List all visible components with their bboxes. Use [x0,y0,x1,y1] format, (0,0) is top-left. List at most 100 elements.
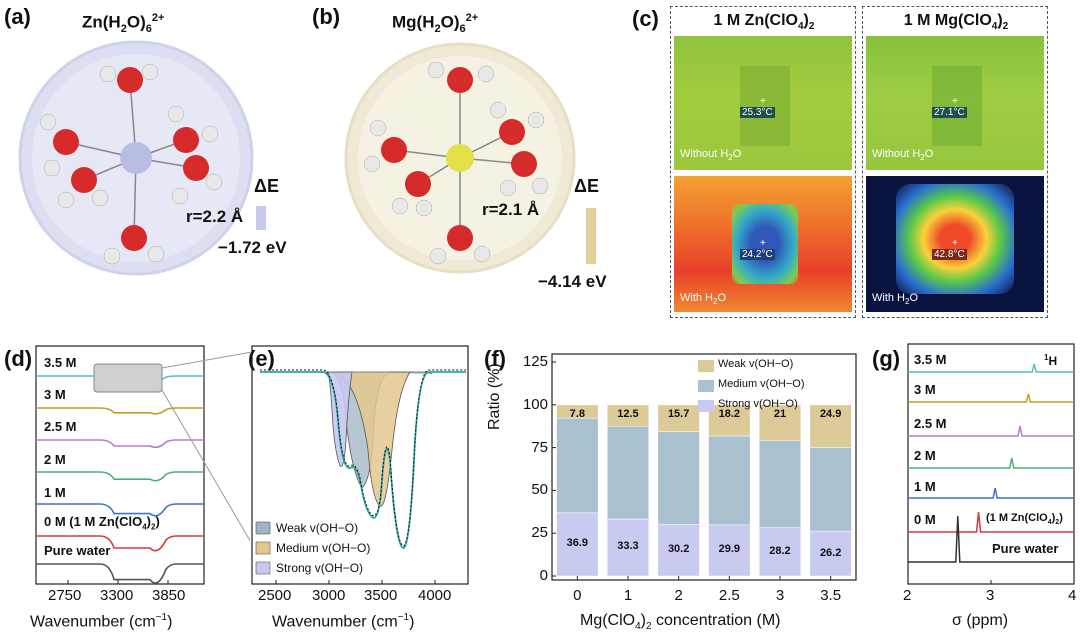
legend-medium: Medium v(OH−O) [276,541,371,555]
bar-segment [708,435,751,526]
curve-label-1m: 1 M [44,485,66,500]
zn-with-label: With H2O [680,292,727,307]
legend-weak: Weak v(OH−O) [276,521,359,535]
bar-segment [809,530,852,577]
ftir-curve [36,535,204,552]
nmr-spectrum [908,425,1074,437]
strong-value-label: 26.2 [819,546,842,559]
zn-dry-temp: 25.3°C [740,107,775,118]
strong-value-label: 28.2 [769,544,791,557]
mg-wet-temp: 42.8°C [932,249,967,260]
bar-segment [606,425,650,520]
ftir-curve [36,563,204,584]
legend-swatch-weak [255,521,271,535]
panel-b-delta-label: ΔE [574,176,599,196]
g-label-0m: 0 M [914,512,936,527]
panel-e-xlabel: Wavenumber (cm−1) [272,612,415,631]
panel-b-label: (b) [312,4,341,29]
x-tick-label: 1 [623,587,633,604]
nmr-spectrum [908,363,1074,373]
mg-thermal-frame [862,6,1048,318]
bar-segment [809,447,852,532]
bar-segment [606,404,650,427]
curve-label-3m: 3 M [44,387,66,402]
f-legend-strong: Strong v(OH−O) [718,398,798,410]
panel-a-radius: r=2.2 Å [186,207,244,226]
ftir-curve [36,407,204,415]
zoom-guide-line [161,351,250,369]
ftir-curve [36,503,204,517]
panel-e-deconvolution-plot [251,345,469,585]
panel-f-label: (f) [484,346,506,371]
bar-segment [657,404,700,432]
curve-label-3.5m: 3.5 M [44,355,77,370]
f-legend-weak: Weak v(OH−O) [718,358,794,370]
bar-segment [556,417,599,514]
panel-g-xlabel: σ (ppm) [952,612,1009,629]
nmr-spectrum [908,487,1074,499]
mg-hexahydrate-molecule [344,42,596,274]
curve-label-2.5m: 2.5 M [44,419,77,434]
measured-spectrum-curve [260,369,466,547]
bar-segment [708,404,751,437]
panel-b-delta-value: −4.14 eV [538,272,607,291]
panel-g-xtick: 4 [1068,587,1077,604]
x-tick-label: 2 [674,587,683,604]
mg-thermal-wet [866,176,1044,312]
legend-strong: Strong v(OH−O) [276,561,364,575]
nucleus-label: 1H [1044,353,1058,368]
y-tick-label: 50 [531,481,548,499]
bar-segment [758,404,802,442]
mg-with-label: With H2O [872,292,919,307]
y-tick-label: 100 [522,395,548,413]
zoom-guide-line [161,389,250,542]
curve-label-2m: 2 M [44,452,66,467]
y-tick-label: 125 [522,353,548,370]
legend-swatch-medium [698,380,714,392]
g-label-2m: 2 M [914,448,936,463]
bar-segment [657,431,700,525]
bar-segment [809,404,852,448]
g-label-3m: 3 M [914,382,936,397]
zn-delta-e-bar [256,206,266,230]
zn-thermal-wet [674,176,852,312]
g-zero-annotation: (1 M Zn(ClO4)2) [986,512,1063,527]
zn-column-title: 1 M Zn(ClO4)2 [713,12,815,33]
x-tick-label: 0 [573,587,582,604]
g-label-2.5m: 2.5 M [914,416,947,431]
nmr-spectrum [908,457,1074,469]
panel-f-bar-chart [551,353,857,581]
weak-value-label: 7.8 [569,407,585,420]
nmr-spectrum [908,393,1074,403]
panel-a-delta-label: ΔE [254,176,279,196]
weak-value-label: 18.2 [718,407,741,420]
panel-f-ylabel: Ratio (%) [486,363,503,430]
mg-thermal-dry [866,36,1044,170]
y-tick-label: 0 [539,567,548,584]
x-tick-label: 3.5 [820,587,842,604]
panel-f-xlabel: Mg(ClO4)2 concentration (M) [580,612,781,633]
ftir-curve [36,439,204,449]
zn-thermal-dry [674,36,852,170]
weak-value-label: 24.9 [819,407,842,420]
f-legend-medium: Medium v(OH−O) [718,378,805,390]
nmr-spectrum [908,511,1074,533]
panel-d-label: (d) [4,346,33,371]
weak-value-label: 15.7 [667,407,690,420]
legend-swatch-medium [255,541,271,555]
legend-swatch-weak [698,360,714,372]
legend-swatch-strong [698,400,714,412]
mg-column-title: 1 M Mg(ClO4)2 [903,12,1009,33]
g-label-1m: 1 M [914,479,936,494]
y-tick-label: 25 [531,524,548,542]
crosshair-icon: + [952,96,958,107]
panel-g-xtick: 2 [903,587,912,604]
panel-g-xtick: 3 [986,587,995,604]
legend-swatch-strong [255,561,271,575]
mg-dry-temp: 27.1°C [932,107,967,118]
panel-e-xtick: 2500 [258,587,292,604]
weak-value-label: 12.5 [617,407,639,420]
crosshair-icon: + [952,238,958,249]
ftir-curve [36,471,204,482]
panel-d-xtick: 2750 [48,587,82,604]
